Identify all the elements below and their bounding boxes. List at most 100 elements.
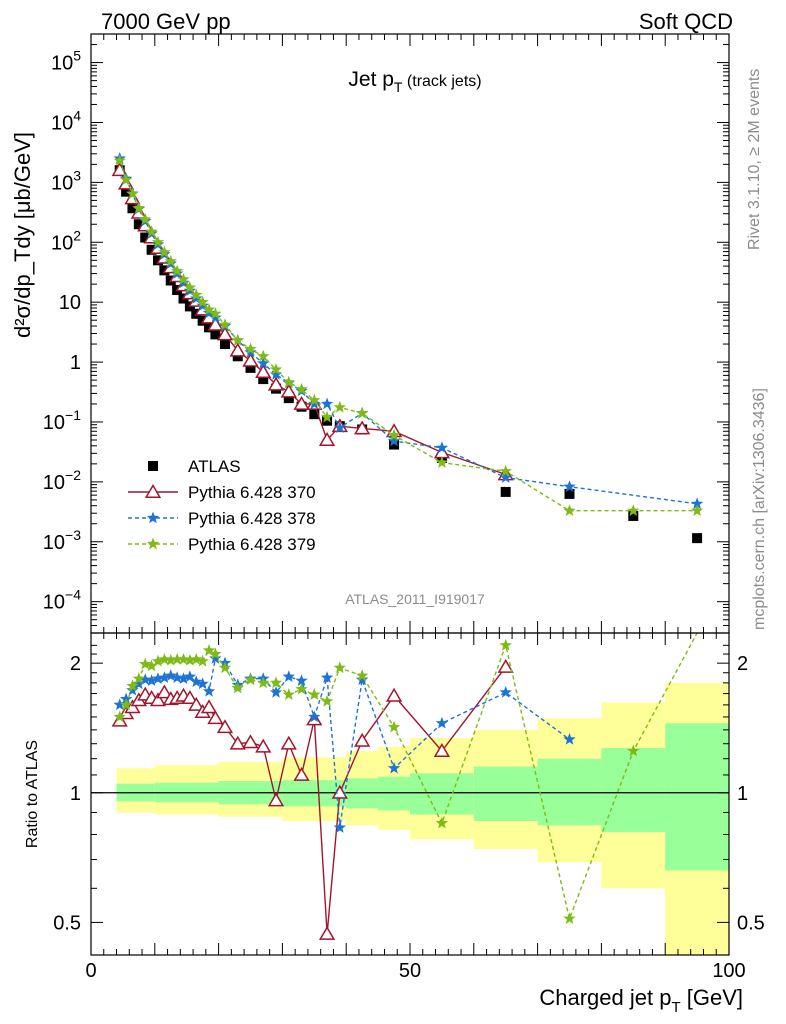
ratio-y-tick-label: 2 — [70, 653, 81, 675]
data-point-star — [202, 684, 216, 697]
data-point-star — [190, 675, 203, 688]
series-line — [119, 158, 698, 505]
data-point-star — [333, 400, 346, 413]
data-point-star — [563, 480, 576, 492]
data-point-star — [151, 235, 165, 248]
data-point-triangle — [318, 432, 336, 446]
data-point-square — [121, 186, 132, 197]
data-point-star — [113, 710, 126, 723]
series-pythia-6-428-370 — [111, 162, 514, 481]
y-tick-label: 104 — [51, 107, 81, 134]
main-plot — [111, 152, 704, 544]
data-point-triangle — [267, 792, 285, 807]
data-point-star — [126, 683, 139, 696]
ratio-y-tick-label: 1 — [70, 783, 81, 805]
data-point-star — [139, 657, 152, 670]
rivet-label: Rivet 3.1.10, ≥ 2M events — [746, 69, 763, 250]
header-left: 7000 GeV pp — [101, 9, 231, 34]
data-point-triangle — [433, 743, 451, 757]
data-point-triangle — [200, 699, 218, 714]
data-point-triangle — [385, 687, 403, 702]
data-point-star — [145, 674, 158, 687]
data-point-star — [269, 363, 283, 375]
data-point-star — [158, 245, 171, 258]
data-point-triangle — [242, 352, 259, 367]
y-tick-label: 10−4 — [43, 587, 81, 614]
data-point-star — [435, 441, 449, 454]
data-point-star — [218, 661, 232, 674]
data-point-star — [190, 288, 203, 301]
data-point-triangle — [216, 719, 234, 734]
data-point-star — [269, 368, 283, 380]
x-tick-label: 50 — [399, 960, 421, 982]
data-point-star — [151, 654, 165, 667]
data-point-star — [209, 647, 222, 660]
data-point-star — [435, 456, 449, 468]
data-point-star — [435, 716, 449, 729]
data-point-star — [177, 272, 190, 285]
data-point-star — [177, 276, 190, 289]
legend-label: Pythia 6.428 370 — [188, 483, 316, 502]
data-point-triangle — [293, 766, 310, 781]
data-point-star — [320, 410, 334, 423]
data-point-star — [170, 652, 184, 665]
data-point-star — [282, 688, 295, 700]
band-inner-bin — [378, 776, 410, 811]
data-point-triangle — [267, 376, 285, 391]
data-point-star — [308, 688, 321, 700]
legend: ATLAS Pythia 6.428 370 Pythia 6.428 378 Pyt… — [128, 457, 316, 554]
data-point-triangle — [497, 658, 514, 673]
data-point-star — [231, 681, 244, 694]
data-point-star — [308, 397, 321, 410]
data-point-star — [145, 225, 158, 237]
data-point-star — [333, 421, 346, 434]
x-axis-title: Charged jet pT [GeV] — [539, 985, 743, 1016]
header-right: Soft QCD — [639, 9, 733, 34]
data-point-triangle — [229, 342, 246, 357]
data-point-square — [500, 486, 511, 497]
data-point-star — [202, 303, 216, 315]
data-point-square — [692, 533, 703, 544]
data-point-star — [113, 698, 126, 711]
data-point-star — [435, 816, 449, 829]
data-point-star — [146, 537, 160, 550]
data-point-square — [258, 374, 269, 385]
data-point-square — [152, 255, 163, 266]
data-point-star — [387, 434, 401, 447]
ratio-plot — [91, 632, 729, 955]
y-tick-label: 10 — [59, 292, 81, 314]
data-point-star — [196, 677, 209, 690]
data-point-triangle — [149, 692, 167, 707]
data-point-star — [320, 694, 334, 707]
data-point-star — [119, 173, 133, 186]
data-point-star — [563, 912, 576, 924]
data-point-star — [244, 673, 257, 686]
data-point-star — [355, 406, 369, 419]
data-point-star — [183, 670, 197, 682]
data-point-star — [282, 670, 295, 682]
band-inner-bin — [473, 766, 538, 821]
data-point-star — [145, 659, 158, 672]
ratio-series-pythia-6-428-379 — [113, 632, 698, 924]
data-point-star — [257, 349, 270, 362]
x-tick-label: 100 — [712, 960, 745, 982]
data-point-square — [309, 409, 320, 420]
data-point-triangle — [207, 710, 224, 725]
data-point-square — [564, 488, 575, 499]
band-inner-bin — [601, 748, 666, 833]
data-point-triangle — [280, 735, 297, 750]
data-point-star — [333, 661, 346, 674]
data-point-star — [113, 154, 126, 166]
data-point-star — [320, 397, 334, 410]
data-point-star — [158, 671, 171, 683]
data-point-triangle — [354, 732, 371, 747]
data-point-star — [170, 264, 184, 277]
data-point-star — [499, 685, 512, 698]
data-point-star — [209, 652, 222, 664]
data-point-triangle — [144, 484, 162, 498]
data-point-triangle — [111, 712, 128, 727]
band-inner-bin — [537, 758, 602, 826]
data-point-star — [202, 644, 216, 656]
data-point-square — [204, 322, 215, 333]
